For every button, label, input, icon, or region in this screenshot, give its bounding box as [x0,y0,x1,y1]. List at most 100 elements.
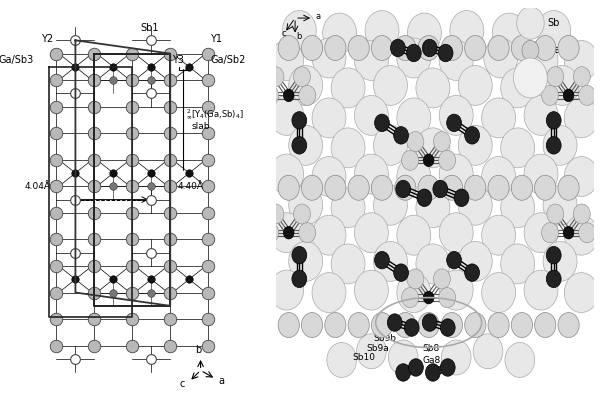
Circle shape [488,175,509,200]
Circle shape [439,150,455,170]
Circle shape [501,68,535,108]
Circle shape [440,319,455,336]
Circle shape [535,313,556,338]
Circle shape [301,35,323,60]
Circle shape [355,270,388,310]
Circle shape [545,65,579,106]
Circle shape [446,251,461,269]
Circle shape [488,313,509,338]
Circle shape [283,226,294,239]
Circle shape [511,175,533,200]
Circle shape [327,343,356,378]
Circle shape [458,185,492,225]
Circle shape [424,154,434,166]
Circle shape [293,67,310,87]
Circle shape [484,38,518,78]
Circle shape [395,175,416,200]
Circle shape [355,41,388,81]
Circle shape [267,204,284,224]
Circle shape [292,270,307,288]
Circle shape [422,39,437,57]
Circle shape [371,313,392,338]
Circle shape [535,35,556,60]
Circle shape [418,313,439,338]
Circle shape [424,291,434,304]
Text: La: La [539,72,559,83]
Circle shape [511,313,533,338]
Circle shape [348,175,369,200]
Circle shape [374,125,407,165]
Circle shape [547,204,564,224]
Circle shape [278,35,299,60]
Circle shape [293,204,310,224]
Circle shape [464,175,486,200]
Text: Sb9b: Sb9b [374,334,397,343]
Circle shape [524,154,558,194]
Circle shape [492,13,526,53]
Circle shape [407,269,424,289]
Circle shape [547,112,561,129]
Text: c: c [281,29,286,37]
Circle shape [289,125,323,165]
Circle shape [524,213,558,253]
Circle shape [488,35,509,60]
Circle shape [522,41,539,60]
Circle shape [439,154,473,194]
Circle shape [301,175,323,200]
Circle shape [395,35,416,60]
Circle shape [395,313,416,338]
Circle shape [325,175,346,200]
Circle shape [355,96,388,135]
Text: Sb10: Sb10 [352,353,376,362]
Circle shape [524,270,558,310]
Circle shape [433,180,448,198]
Circle shape [482,273,515,313]
Circle shape [394,127,409,144]
Circle shape [458,241,492,281]
Text: Ga/Sb2: Ga/Sb2 [210,55,245,65]
Circle shape [348,313,369,338]
Circle shape [267,67,284,87]
Circle shape [331,128,365,168]
Circle shape [439,288,455,307]
Circle shape [578,85,596,106]
Circle shape [299,85,316,106]
Circle shape [312,157,346,197]
Text: 4.40Å: 4.40Å [178,182,204,191]
Circle shape [464,35,486,60]
Text: Ga8: Ga8 [422,356,440,365]
Circle shape [388,314,402,331]
Circle shape [356,334,386,369]
Circle shape [312,215,346,255]
Circle shape [442,340,471,375]
Circle shape [458,125,492,165]
Circle shape [524,41,558,81]
Circle shape [396,364,410,381]
Circle shape [371,175,392,200]
Circle shape [563,226,574,239]
Circle shape [565,98,598,138]
Circle shape [501,188,535,228]
Circle shape [323,13,356,53]
Circle shape [442,175,463,200]
Circle shape [407,13,442,53]
Circle shape [374,185,407,225]
Circle shape [312,38,346,78]
Circle shape [501,128,535,168]
Circle shape [312,273,346,313]
Circle shape [269,96,304,135]
Text: Sb: Sb [547,18,560,28]
Circle shape [418,175,439,200]
Circle shape [397,273,431,313]
Circle shape [416,128,450,168]
Circle shape [397,157,431,197]
Circle shape [417,189,432,206]
Circle shape [418,35,439,60]
Text: Y3: Y3 [172,55,184,65]
Circle shape [374,251,389,269]
Circle shape [416,188,450,228]
Circle shape [511,35,533,60]
Circle shape [565,273,598,313]
Circle shape [391,39,406,57]
Circle shape [517,7,544,39]
